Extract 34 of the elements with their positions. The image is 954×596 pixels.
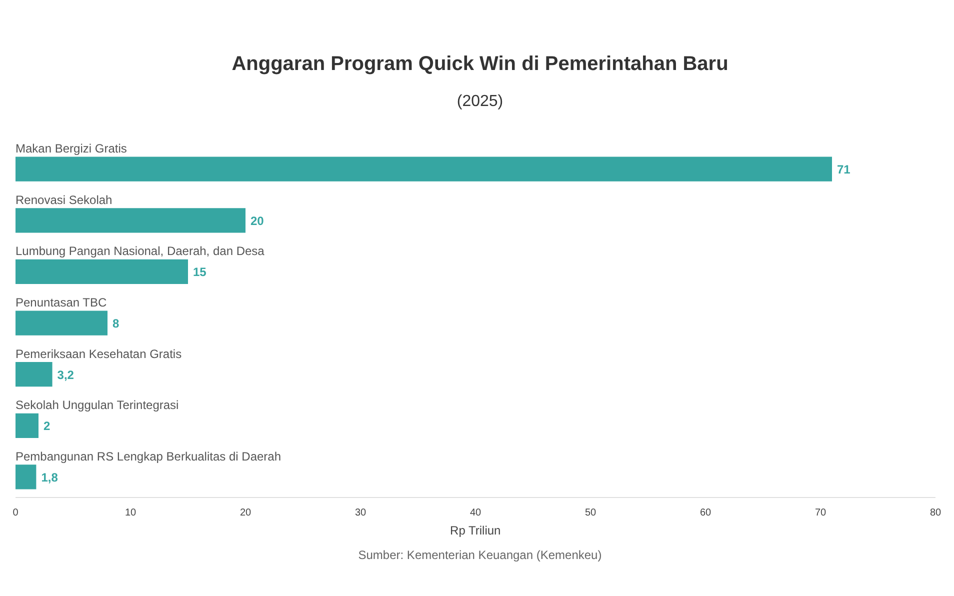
y-tick-label: Pembangunan RS Lengkap Berkualitas di Daerah [16, 450, 282, 464]
bar [16, 362, 52, 388]
x-tick-label: 60 [700, 508, 712, 519]
x-tick-label: 70 [814, 508, 826, 519]
y-tick-label: Lumbung Pangan Nasional, Daerah, dan Desa [16, 244, 265, 259]
y-tick-label: Makan Bergizi Gratis [16, 142, 127, 156]
data-label: 8 [112, 316, 120, 331]
x-axis-title: Rp Triliun [450, 524, 501, 538]
x-tick-label: 40 [470, 508, 482, 519]
x-tick-label: 50 [584, 508, 596, 519]
bar [16, 157, 832, 182]
bar [16, 311, 108, 336]
chart-title: Anggaran Program Quick Win di Pemerintahan Baru [232, 52, 728, 77]
data-label: 20 [250, 214, 264, 228]
y-tick-label: Sekolah Unggulan Terintegrasi [16, 398, 179, 413]
data-label: 3,2 [57, 368, 74, 382]
y-tick-label: Pemeriksaan Kesehatan Gratis [16, 347, 182, 362]
bar [16, 414, 38, 438]
chart-subtitle: (2025) [456, 92, 504, 112]
y-tick-label: Penuntasan TBC [16, 296, 108, 310]
data-label: 1,8 [41, 470, 58, 485]
text: Sumber: Kementerian Keuangan (Kemenkeu) [358, 547, 602, 564]
data-label: 2 [44, 420, 50, 434]
bar [16, 465, 36, 490]
data-label: 15 [193, 266, 207, 280]
x-tick-label: 80 [930, 508, 942, 519]
y-tick-label: Renovasi Sekolah [16, 193, 112, 208]
x-tick-label: 10 [124, 508, 136, 519]
bar [16, 208, 246, 234]
data-label: 71 [837, 163, 851, 178]
x-tick-label: 0 [12, 508, 19, 519]
x-tick-label: 20 [240, 508, 252, 519]
bar [16, 260, 188, 284]
x-tick-label: 30 [354, 508, 366, 519]
